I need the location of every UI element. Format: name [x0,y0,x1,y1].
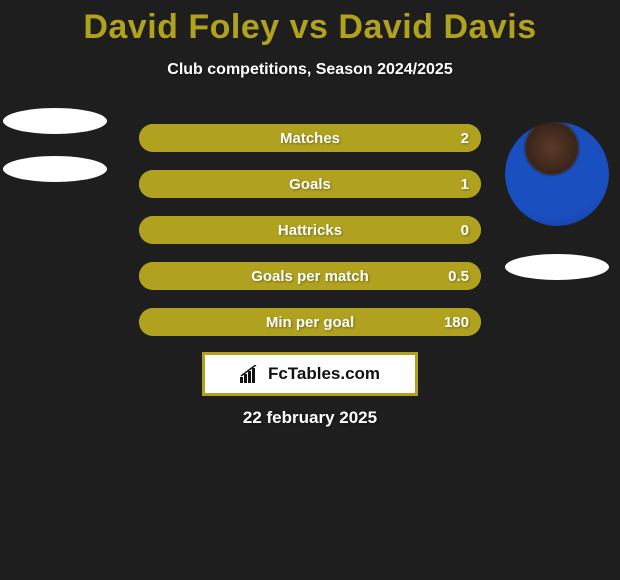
player2-ellipse [505,254,609,280]
stat-value: 180 [444,314,469,331]
stat-label: Min per goal [139,314,481,331]
footer-date: 22 february 2025 [0,408,620,428]
stat-label: Goals per match [139,268,481,285]
stat-label: Goals [139,176,481,193]
stat-label: Hattricks [139,222,481,239]
player2-name: David Davis [338,8,536,46]
stats-container: Matches2Goals1Hattricks0Goals per match0… [139,124,481,354]
player2-avatar [505,122,609,226]
player1-ellipse-top [3,108,107,134]
player2-avatar-image [505,122,609,226]
player1-ellipse-bottom [3,156,107,182]
page-title: David Foley vs David Davis [0,0,620,47]
stat-value: 0 [461,222,469,239]
player1-name: David Foley [83,8,279,46]
vs-text: vs [290,8,329,46]
stat-bar: Min per goal180 [139,308,481,336]
chart-icon [240,365,262,383]
player-left-panel [0,108,110,182]
stat-label: Matches [139,130,481,147]
brand-badge: FcTables.com [202,352,418,396]
stat-value: 1 [461,176,469,193]
stat-bar: Matches2 [139,124,481,152]
brand-text: FcTables.com [268,364,380,384]
stat-value: 0.5 [448,268,469,285]
subtitle: Club competitions, Season 2024/2025 [0,61,620,79]
stat-bar: Hattricks0 [139,216,481,244]
player-right-panel [502,122,612,280]
stat-value: 2 [461,130,469,147]
stat-bar: Goals per match0.5 [139,262,481,290]
stat-bar: Goals1 [139,170,481,198]
